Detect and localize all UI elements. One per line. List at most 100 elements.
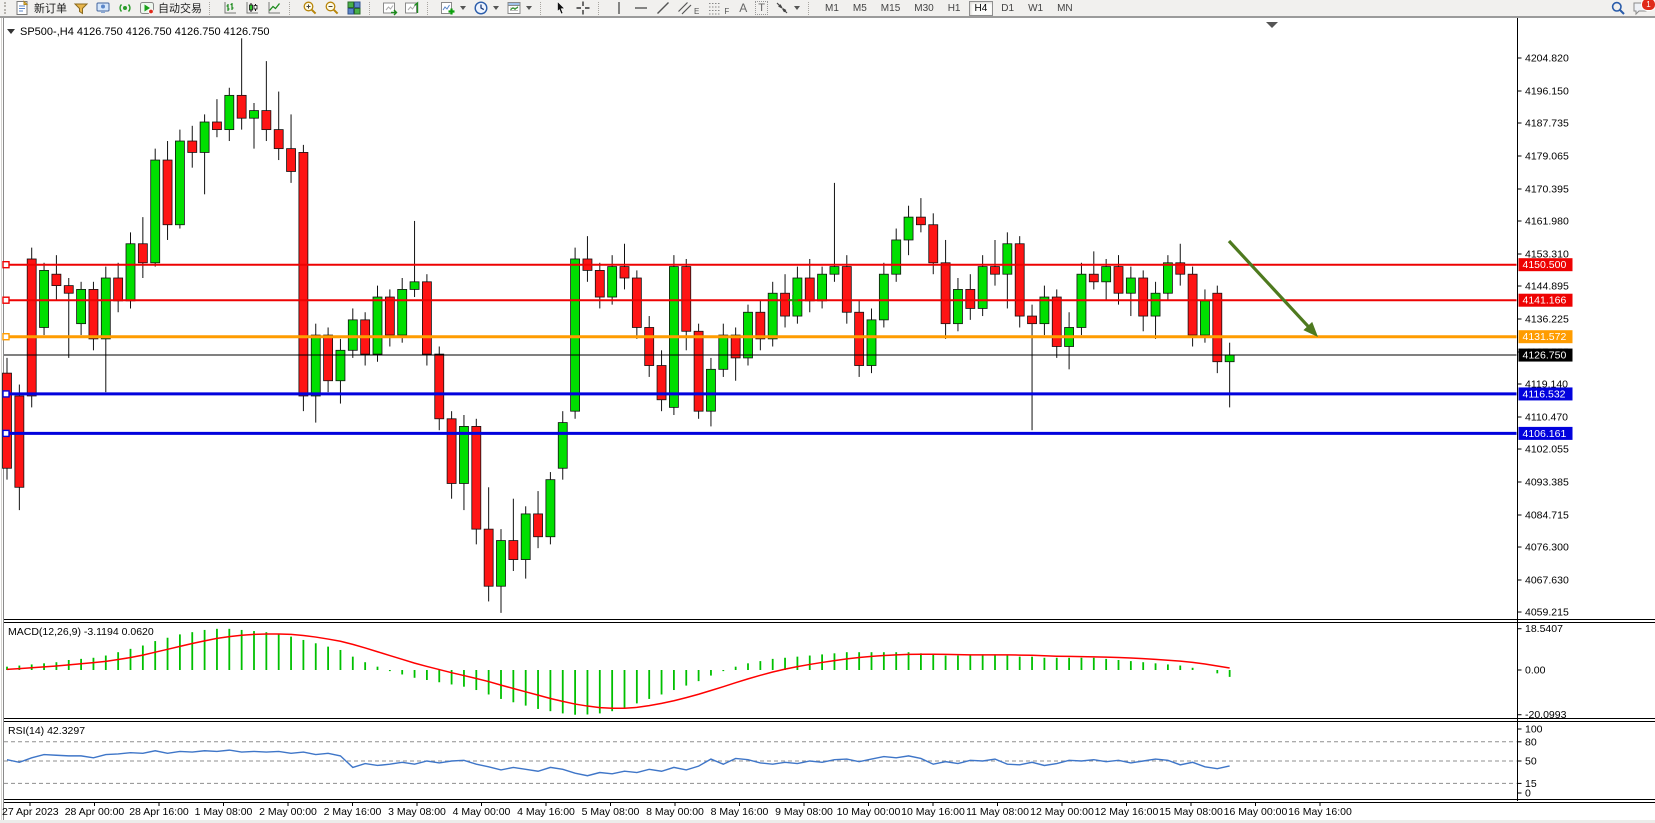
equidistant-channel-icon	[678, 2, 692, 15]
indicators-button[interactable]	[437, 1, 470, 16]
signals-icon	[119, 4, 131, 12]
signals-button[interactable]	[114, 1, 136, 16]
candle	[459, 426, 469, 484]
candle	[644, 327, 655, 366]
timeframe-D1[interactable]: D1	[1001, 2, 1015, 14]
macd-axis-label: 18.5407	[1525, 623, 1563, 635]
timeframe-H1[interactable]: H1	[947, 2, 961, 14]
zoom-in-button[interactable]	[299, 1, 321, 16]
timeframe-H4[interactable]: H4	[968, 0, 994, 16]
templates-dropdown-caret[interactable]	[526, 6, 532, 10]
candle	[1125, 277, 1136, 294]
vertical-line-tool-button[interactable]	[608, 1, 630, 16]
price-badge	[1518, 258, 1573, 272]
candles	[2, 38, 1235, 613]
cursor-tool-button[interactable]	[550, 0, 572, 16]
time-label: 16 May 00:00	[1224, 806, 1288, 818]
arrow-annotation-line[interactable]	[1227, 239, 1312, 330]
candle	[903, 216, 914, 241]
periods-button[interactable]	[470, 1, 503, 16]
text-label-tool-button[interactable]: T	[752, 1, 771, 16]
candle	[681, 266, 692, 332]
templates-button[interactable]	[503, 1, 536, 16]
candle	[693, 330, 704, 412]
crosshair-tool-button[interactable]	[572, 1, 594, 16]
macd-axis-label: 0.00	[1525, 665, 1546, 677]
indicators-dropdown-caret[interactable]	[460, 6, 466, 10]
new-order-button[interactable]: 新订单	[12, 0, 70, 16]
candle	[508, 540, 519, 560]
price-axis[interactable]: 4204.820 4196.150 4187.735 4179.065 4170.395…	[1517, 53, 1569, 619]
zoom-in-icon	[303, 1, 317, 15]
shapes-dropdown-caret[interactable]	[793, 6, 800, 10]
periods-dropdown-caret[interactable]	[493, 6, 499, 10]
arrow-annotation-head[interactable]	[1303, 321, 1318, 337]
timeframe-M15[interactable]: M15	[880, 2, 901, 14]
candle	[841, 266, 852, 313]
timeframe-W1[interactable]: W1	[1028, 2, 1044, 14]
rsi-axis-label: 0	[1525, 788, 1531, 800]
candle	[483, 528, 494, 587]
price-tick-label: 4102.055	[1525, 444, 1569, 456]
symbol-collapse-icon[interactable]	[7, 29, 15, 34]
vertical-line-icon	[618, 2, 620, 14]
depth-of-market-icon	[73, 3, 89, 15]
price-tick-label: 4067.630	[1525, 575, 1569, 587]
algo-trading-button[interactable]: 自动交易	[136, 1, 205, 16]
text-tool-button[interactable]: A	[734, 1, 752, 16]
line-anchor[interactable]	[2, 296, 10, 304]
timeframe-MN[interactable]: MN	[1057, 2, 1073, 14]
line-chart-button[interactable]	[263, 1, 285, 16]
candle	[446, 418, 457, 484]
line-anchor[interactable]	[2, 333, 10, 341]
candle	[335, 349, 346, 382]
candle	[162, 159, 173, 226]
virtual-hosting-button[interactable]	[92, 1, 114, 16]
new-order-label: 新订单	[34, 3, 67, 15]
auto-scroll-icon	[383, 2, 398, 16]
chart-shift-button[interactable]	[401, 1, 423, 16]
candle	[1212, 292, 1223, 363]
rsi-axis-label: 15	[1525, 778, 1537, 790]
line-anchor[interactable]	[2, 260, 10, 269]
price-badge	[1518, 387, 1573, 401]
fibonacci-tool-button[interactable]: F	[704, 1, 734, 16]
chart-shift-marker[interactable]	[1266, 22, 1278, 28]
horizontal-line-icon	[635, 7, 647, 9]
auto-scroll-button[interactable]	[379, 1, 401, 16]
price-tick-label: 4136.225	[1525, 314, 1569, 326]
price-badge	[1518, 293, 1573, 307]
equidistant-channel-tool-button[interactable]: E	[674, 1, 704, 16]
zoom-out-button[interactable]	[321, 1, 343, 16]
line-anchor[interactable]	[2, 390, 10, 398]
line-anchor[interactable]	[2, 429, 10, 438]
candle	[1200, 300, 1210, 336]
new-order-icon	[16, 0, 29, 15]
candle	[51, 273, 62, 287]
horizontal-level-lines[interactable]: 4150.500 4141.166 4131.572 4116.532 4106.161	[2, 258, 1573, 440]
bar-chart-button[interactable]	[219, 1, 241, 16]
tile-windows-button[interactable]	[343, 1, 365, 16]
time-label: 28 Apr 16:00	[129, 806, 189, 818]
trendline-tool-button[interactable]	[652, 1, 674, 16]
candle	[792, 277, 803, 317]
candlestick-chart-button[interactable]	[241, 1, 263, 16]
time-axis[interactable]: 27 Apr 2023 28 Apr 00:00 28 Apr 16:00 1 May…	[2, 802, 1352, 818]
price-badge-label: 4116.532	[1523, 388, 1566, 400]
depth-of-market-button[interactable]	[70, 1, 92, 16]
object-anchor-cross[interactable]	[788, 295, 798, 305]
timeframe-M1[interactable]: M1	[824, 2, 839, 14]
timeframe-M30[interactable]: M30	[914, 2, 934, 14]
horizontal-line-tool-button[interactable]	[630, 1, 652, 16]
search-button[interactable]	[1607, 1, 1629, 16]
separator	[807, 1, 815, 15]
shapes-tool-button[interactable]	[771, 1, 804, 16]
symbol-ohlc-label: SP500-,H4 4126.750 4126.750 4126.750 412…	[20, 26, 270, 38]
rsi-line	[6, 749, 1230, 777]
notifications-button[interactable]: 1	[1629, 0, 1655, 16]
separator	[369, 1, 376, 15]
candle	[1163, 262, 1173, 294]
timeframe-M5[interactable]: M5	[852, 2, 867, 14]
